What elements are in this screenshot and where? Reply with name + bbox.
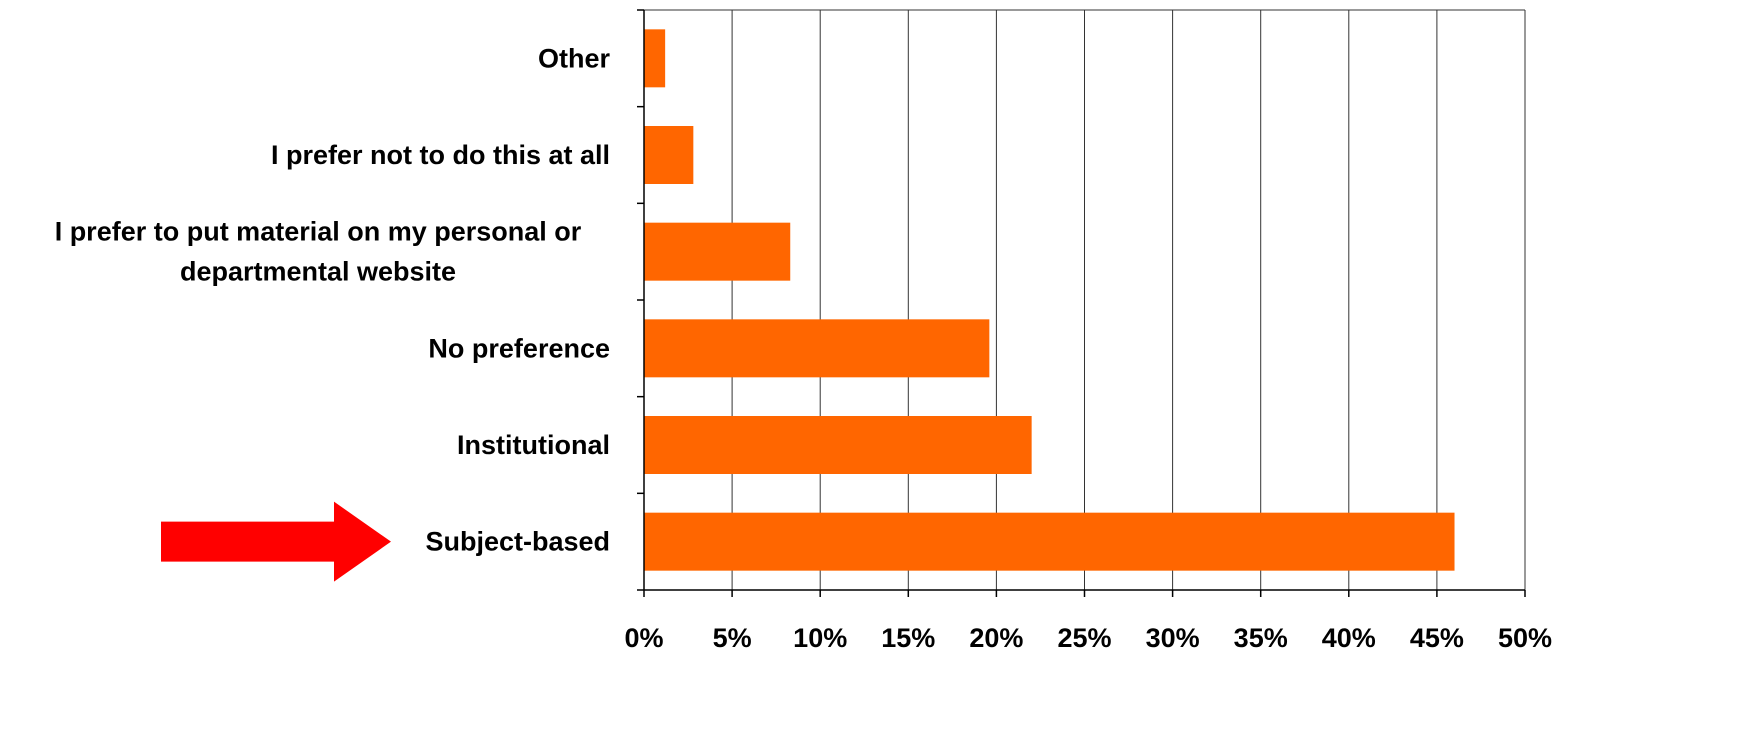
- category-labels: Other I prefer not to do this at all I pre…: [55, 43, 611, 556]
- category-label-5: Subject-based: [425, 527, 610, 557]
- bar-3: [644, 319, 990, 378]
- x-tick-label-40: 40%: [1322, 623, 1376, 653]
- x-tick-label-45: 45%: [1410, 623, 1464, 653]
- bars: [644, 29, 1455, 571]
- bar-2: [644, 222, 791, 281]
- bar-1: [644, 126, 694, 184]
- bar-4: [644, 416, 1032, 474]
- category-label-1: I prefer not to do this at all: [271, 140, 610, 170]
- bar-5: [644, 512, 1455, 571]
- gridlines: [731, 10, 1526, 590]
- category-label-3: No preference: [428, 333, 610, 363]
- x-tick-label-10: 10%: [793, 623, 847, 653]
- x-tick-label-20: 20%: [969, 623, 1023, 653]
- x-tick-label-30: 30%: [1146, 623, 1200, 653]
- highlight-arrow-icon: [161, 501, 391, 582]
- annotations: [161, 501, 391, 582]
- category-label-0: Other: [538, 43, 611, 73]
- axes: [637, 9, 1526, 597]
- bar-0: [644, 29, 666, 88]
- category-label-2-line-1: departmental website: [180, 257, 456, 287]
- x-tick-label-50: 50%: [1498, 623, 1552, 653]
- x-tick-label-0: 0%: [624, 623, 663, 653]
- x-tick-label-35: 35%: [1234, 623, 1288, 653]
- x-tick-label-5: 5%: [713, 623, 752, 653]
- x-tick-label-15: 15%: [881, 623, 935, 653]
- category-label-2-line-0: I prefer to put material on my personal …: [55, 217, 582, 247]
- category-label-4: Institutional: [457, 430, 610, 460]
- x-tick-label-25: 25%: [1057, 623, 1111, 653]
- x-tick-labels: 0% 5% 10% 15% 20% 25% 30% 35% 40% 45% 50%: [624, 623, 1552, 653]
